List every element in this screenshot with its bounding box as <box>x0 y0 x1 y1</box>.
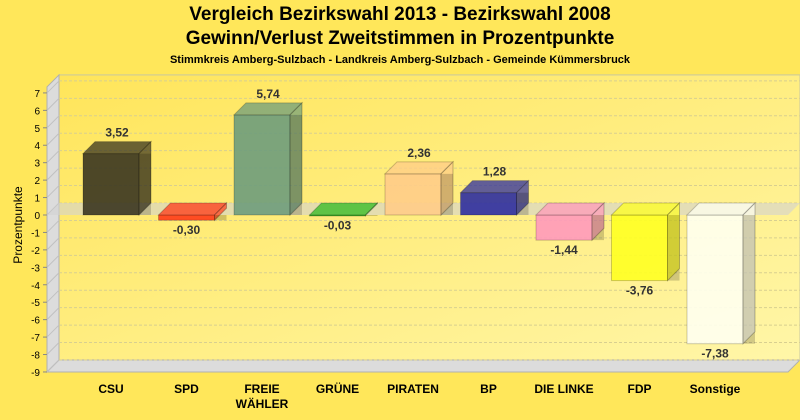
bar-side-shade-6 <box>592 215 604 241</box>
bar-side-shade-8 <box>743 215 755 344</box>
data-label: -3,76 <box>626 284 654 298</box>
data-label: 2,36 <box>407 146 431 160</box>
gridline-side <box>46 98 60 111</box>
y-tick-label: 2 <box>34 176 40 187</box>
gridline-side <box>46 150 60 164</box>
y-tick-label: 5 <box>34 124 40 135</box>
bar-side-shade-1 <box>214 215 227 221</box>
bar-side-shade-2 <box>290 114 302 215</box>
x-tick-label: CSU <box>98 382 123 396</box>
y-tick-label: 4 <box>34 141 40 152</box>
bar-7 <box>611 214 668 282</box>
gridline-side <box>46 80 60 94</box>
bar-side-shade-0 <box>139 153 151 215</box>
gridline-side <box>46 272 60 286</box>
bar-side-1 <box>214 201 227 222</box>
bar-side-shade-5 <box>516 192 529 215</box>
floor <box>45 359 800 373</box>
bar-side-2 <box>289 101 303 217</box>
chart-subtitle: Stimmkreis Amberg-Sulzbach - Landkreis A… <box>169 54 631 66</box>
data-label: -7,38 <box>701 347 729 361</box>
bar-2 <box>233 114 291 216</box>
bar-side-6 <box>591 201 605 242</box>
bar-side-shade-7 <box>667 215 680 281</box>
gridline-side <box>46 132 60 146</box>
x-tick-label: WÄHLER <box>236 396 289 411</box>
x-tick-label: FDP <box>628 382 652 396</box>
bar-side-5 <box>516 179 529 217</box>
y-tick-label: 3 <box>34 159 40 170</box>
gridline-side <box>46 289 60 303</box>
y-tick-label: -1 <box>31 228 40 239</box>
bar-4 <box>384 173 442 216</box>
y-tick-label: 1 <box>34 194 40 205</box>
y-tick-label: 7 <box>34 89 40 100</box>
bar-side-8 <box>742 201 756 345</box>
y-tick-label: -6 <box>31 316 40 327</box>
bar-1 <box>158 214 215 221</box>
gridline-side <box>46 359 60 373</box>
bar-side-shade-4 <box>441 173 453 215</box>
gridline-side <box>46 220 60 233</box>
data-label: -0,30 <box>173 223 201 237</box>
gridline-side <box>46 254 60 268</box>
x-tick-label: PIRATEN <box>387 382 439 396</box>
data-label: -1,44 <box>550 243 578 257</box>
y-tick-label: -4 <box>31 281 40 292</box>
x-tick-label: GRÜNE <box>316 381 359 396</box>
bar-side-3 <box>365 201 378 217</box>
gridline-side <box>46 115 60 129</box>
y-tick-label: 6 <box>34 106 40 117</box>
y-tick-label: -5 <box>31 298 40 309</box>
y-tick-label: -9 <box>31 368 40 379</box>
data-label: -0,03 <box>324 219 352 233</box>
y-tick-label: -2 <box>31 246 40 257</box>
chart-title-2: Gewinn/Verlust Zweitstimmen in Prozentpu… <box>185 28 615 49</box>
chart-title: Vergleich Bezirkswahl 2013 - Bezirkswahl… <box>189 4 611 25</box>
bar-side-7 <box>667 201 680 282</box>
gridline-side <box>46 324 60 338</box>
y-tick-label: 0 <box>34 211 40 222</box>
data-label: 3,52 <box>105 126 129 140</box>
y-tick-label: -8 <box>31 351 40 362</box>
data-label: 5,74 <box>256 87 280 101</box>
bar-side-0 <box>138 140 152 217</box>
bar-side-shade-3 <box>365 215 378 216</box>
gridline-side <box>46 307 60 320</box>
bar-5 <box>460 192 517 216</box>
gridline-side <box>46 167 60 181</box>
bar-8 <box>686 214 744 345</box>
x-tick-label: Sonstige <box>690 382 741 396</box>
bar-0 <box>82 153 140 216</box>
y-tick-label: -3 <box>31 263 40 274</box>
bar-6 <box>535 214 593 241</box>
x-tick-label: FREIE <box>244 382 279 396</box>
y-tick-label: -7 <box>31 333 40 344</box>
gridline-side <box>46 185 60 198</box>
x-tick-label: SPD <box>174 382 199 396</box>
gridline-side <box>46 342 60 355</box>
y-axis-label: Prozentpunkte <box>11 186 25 264</box>
x-tick-label: BP <box>480 382 497 396</box>
bar-side-4 <box>440 160 454 217</box>
x-tick-label: DIE LINKE <box>534 382 593 396</box>
gridline-side <box>46 237 60 251</box>
data-label: 1,28 <box>483 165 507 179</box>
